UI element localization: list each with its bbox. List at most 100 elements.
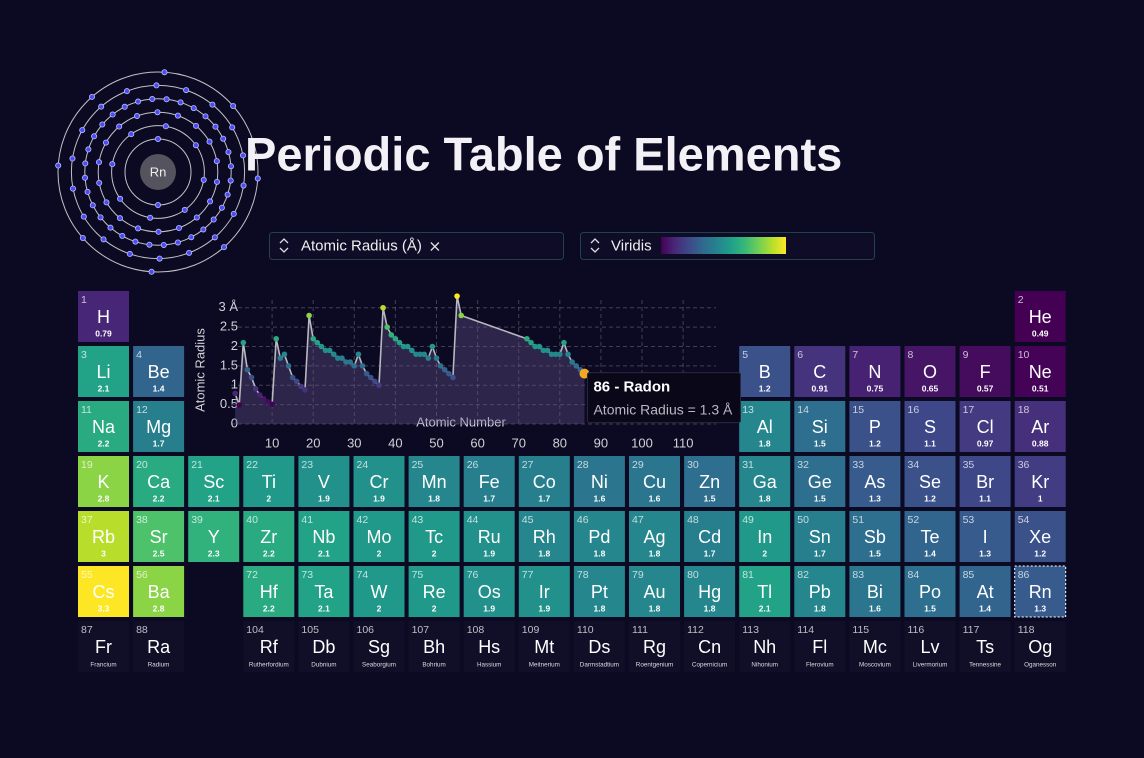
scatter-point[interactable] — [446, 370, 452, 377]
clear-icon[interactable] — [430, 242, 440, 251]
cell-background[interactable] — [794, 456, 846, 507]
scatter-point[interactable] — [339, 355, 345, 361]
element-cell[interactable]: 3 Li2.1 — [78, 346, 129, 397]
scatter-point[interactable] — [285, 363, 292, 369]
cell-background[interactable] — [243, 621, 295, 672]
element-cell[interactable]: 7N0.75 — [849, 346, 901, 397]
scatter-point[interactable] — [269, 401, 275, 408]
cell-background[interactable] — [1014, 565, 1067, 618]
cell-background[interactable] — [518, 456, 570, 507]
cell-background[interactable] — [408, 511, 460, 562]
cell-background[interactable] — [298, 456, 350, 507]
cell-background[interactable] — [849, 566, 901, 617]
cell-background[interactable] — [794, 566, 846, 617]
cell-background[interactable] — [959, 511, 1011, 562]
cell-background[interactable] — [904, 401, 956, 452]
cell-background[interactable] — [518, 511, 570, 562]
scatter-point[interactable] — [458, 312, 464, 319]
scatter-point[interactable] — [322, 347, 329, 354]
element-cell[interactable]: 23 V1.9 — [298, 456, 350, 507]
cell-background[interactable] — [353, 456, 405, 507]
cell-background[interactable] — [629, 511, 680, 562]
property-select[interactable]: Atomic Radius (Å) — [269, 232, 564, 260]
scatter-point[interactable] — [277, 355, 284, 361]
scatter-point[interactable] — [248, 374, 255, 381]
cell-background[interactable] — [794, 346, 846, 397]
scatter-point[interactable] — [293, 378, 300, 385]
scatter-point[interactable] — [302, 387, 308, 393]
cell-background[interactable] — [1014, 511, 1066, 562]
scatter-point[interactable] — [318, 343, 325, 350]
cell-background[interactable] — [959, 346, 1011, 397]
cell-background[interactable] — [243, 511, 295, 562]
cell-background[interactable] — [1014, 401, 1066, 452]
scatter-point[interactable] — [363, 370, 370, 377]
cell-background[interactable] — [188, 456, 240, 507]
element-cell[interactable]: 4 Be1.4 — [133, 346, 185, 397]
scatter-point[interactable] — [273, 335, 280, 342]
scatter-point[interactable] — [544, 347, 551, 354]
cell-background[interactable] — [904, 621, 956, 672]
cell-background[interactable] — [408, 456, 460, 507]
cell-background[interactable] — [849, 621, 901, 672]
scatter-point[interactable] — [565, 351, 571, 358]
cell-background[interactable] — [794, 511, 846, 562]
scatter-point[interactable] — [548, 351, 555, 358]
element-cell[interactable]: 39 Y2.3 — [188, 511, 240, 562]
cell-background[interactable] — [408, 621, 460, 672]
cell-background[interactable] — [78, 621, 129, 672]
scatter-point[interactable] — [355, 351, 362, 358]
scatter-point[interactable] — [532, 343, 538, 350]
cell-background[interactable] — [243, 456, 295, 507]
cell-background[interactable] — [298, 511, 350, 562]
scatter-point[interactable] — [347, 359, 353, 365]
scatter-point[interactable] — [433, 355, 440, 361]
cell-background[interactable] — [573, 566, 625, 617]
scatter-point[interactable] — [240, 339, 247, 346]
cell-background[interactable] — [739, 456, 791, 507]
scatter-point[interactable] — [367, 374, 374, 381]
scatter-point[interactable] — [256, 392, 263, 398]
scatter-point[interactable] — [404, 343, 411, 350]
scatter-point[interactable] — [396, 339, 403, 346]
element-cell[interactable]: 53 I1.3 — [959, 511, 1011, 562]
cell-background[interactable] — [78, 456, 129, 507]
cell-background[interactable] — [463, 511, 515, 562]
scatter-point[interactable] — [326, 347, 333, 354]
cell-background[interactable] — [353, 621, 405, 672]
cell-background[interactable] — [1014, 456, 1066, 507]
cell-background[interactable] — [188, 511, 240, 562]
select-box[interactable] — [269, 232, 564, 260]
element-cell[interactable]: 6C0.91 — [794, 346, 846, 397]
scatter-point[interactable] — [335, 355, 341, 361]
scatter-point[interactable] — [413, 351, 419, 358]
